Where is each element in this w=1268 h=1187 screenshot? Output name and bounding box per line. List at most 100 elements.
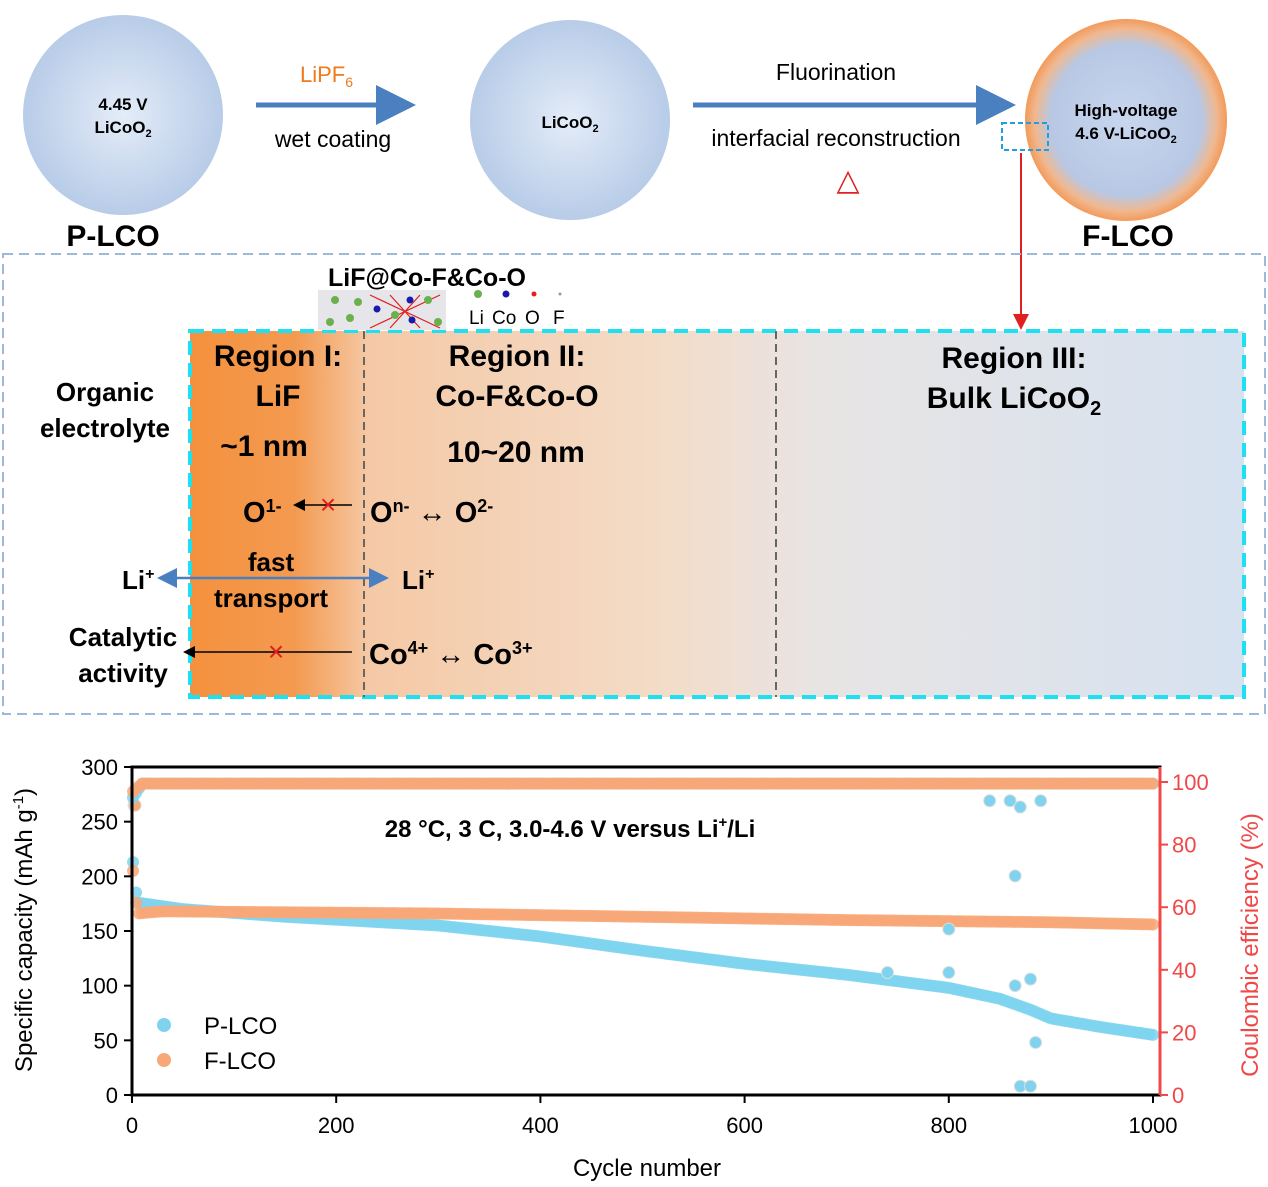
region2-name: Co-F&Co-O bbox=[435, 380, 598, 413]
li-right: Li+ bbox=[402, 565, 434, 595]
flco-label: F-LCO bbox=[1082, 220, 1174, 253]
outlier-point bbox=[1023, 972, 1037, 986]
structure-image bbox=[318, 290, 446, 330]
legend-label: F-LCO bbox=[204, 1048, 276, 1075]
atom-li-icon bbox=[474, 290, 482, 298]
transport-label: transport bbox=[214, 583, 328, 613]
region1-title: Region I: bbox=[214, 340, 342, 373]
particle-flco: High-voltage 4.6 V-LiCoO2 F-LCO bbox=[1001, 19, 1227, 330]
zoom-box bbox=[1001, 122, 1049, 151]
blocked-icon: × bbox=[320, 489, 336, 520]
x-tick-label: 800 bbox=[930, 1113, 967, 1138]
cobalt-right: Co4+ ↔ Co3+ bbox=[369, 638, 533, 671]
y-tick-label: 0 bbox=[106, 1083, 118, 1108]
arrow-fluorination: Fluorination interfacial reconstruction … bbox=[693, 59, 1016, 197]
legend-label: P-LCO bbox=[204, 1013, 277, 1040]
x-tick-label: 600 bbox=[726, 1113, 763, 1138]
reagent-label: LiPF6 bbox=[300, 62, 353, 90]
outlier-point bbox=[881, 966, 895, 980]
x-tick-label: 0 bbox=[126, 1113, 138, 1138]
y2-tick-label: 0 bbox=[1172, 1083, 1184, 1108]
y-tick-label: 250 bbox=[81, 810, 118, 835]
particle-formula: LiCoO2 bbox=[541, 113, 598, 135]
li-left: Li+ bbox=[122, 565, 154, 595]
detail-frame bbox=[2, 253, 1266, 715]
blocked-icon: × bbox=[268, 636, 284, 667]
outlier-point bbox=[1008, 979, 1022, 993]
x-axis-label: Cycle number bbox=[573, 1155, 721, 1182]
reconstruction-label: interfacial reconstruction bbox=[711, 125, 960, 151]
outlier-point bbox=[1029, 1036, 1043, 1050]
particle-formula: LiCoO2 bbox=[94, 118, 151, 140]
data-point bbox=[1147, 918, 1159, 931]
region3-name: Bulk LiCoO2 bbox=[927, 382, 1101, 420]
particle-voltage: 4.45 V bbox=[98, 95, 148, 114]
outlier-point bbox=[1023, 1079, 1037, 1093]
activity-label: activity bbox=[78, 658, 168, 688]
y-tick-label: 50 bbox=[94, 1028, 118, 1053]
catalytic-label: Catalytic bbox=[69, 622, 177, 652]
y-tick-label: 200 bbox=[81, 864, 118, 889]
y-axis-label: Specific capacity (mAh g-1) bbox=[10, 788, 38, 1072]
region2-thickness: 10~20 nm bbox=[447, 436, 585, 469]
y2-tick-label: 100 bbox=[1172, 770, 1209, 795]
atom-label: O bbox=[525, 308, 540, 329]
region3-title: Region III: bbox=[942, 342, 1087, 375]
y2-tick-label: 40 bbox=[1172, 958, 1196, 983]
plco-label: P-LCO bbox=[66, 220, 159, 253]
crystal-structure: LiF@Co-F&Co-O Li Co O F bbox=[318, 264, 565, 330]
y-tick-label: 150 bbox=[81, 919, 118, 944]
atom-label: F bbox=[553, 308, 565, 329]
atom-label: Co bbox=[492, 308, 516, 329]
outlier-point bbox=[942, 966, 956, 980]
oxygen-left: O1- bbox=[243, 496, 282, 529]
particle-label: High-voltage bbox=[1075, 101, 1178, 120]
data-point bbox=[1147, 1028, 1159, 1041]
electrolyte-label: Organic bbox=[56, 377, 154, 407]
particle-formula: 4.6 V-LiCoO2 bbox=[1075, 124, 1177, 146]
y-tick-label: 100 bbox=[81, 974, 118, 999]
outlier-point bbox=[1013, 800, 1027, 814]
cycling-chart: 0 200 400 600 800 1000 0 50 100 150 200 250 300 0 20 40… bbox=[10, 755, 1264, 1182]
outlier-point bbox=[1003, 794, 1017, 808]
fast-label: fast bbox=[248, 547, 295, 577]
region1-thickness: ~1 nm bbox=[220, 430, 308, 463]
cobalt-process: Catalytic activity × Co4+ ↔ Co3+ bbox=[69, 622, 533, 688]
y2-axis-label: Coulombic efficiency (%) bbox=[1237, 813, 1264, 1077]
condition-annotation: 28 °C, 3 C, 3.0-4.6 V versus Li+/Li bbox=[385, 814, 756, 843]
interface-frame bbox=[188, 329, 1246, 699]
particle-licoo2: LiCoO2 bbox=[470, 20, 670, 220]
y2-tick-label: 60 bbox=[1172, 895, 1196, 920]
outlier-point bbox=[942, 922, 956, 936]
region2-title: Region II: bbox=[449, 340, 586, 373]
region-labels: Organic electrolyte Region I: LiF ~1 nm … bbox=[40, 340, 1101, 469]
arrow-wet-coating: LiPF6 wet coating bbox=[256, 62, 416, 152]
structure-title: LiF@Co-F&Co-O bbox=[328, 264, 526, 292]
x-tick-label: 1000 bbox=[1129, 1113, 1178, 1138]
y-tick-label: 300 bbox=[81, 755, 118, 780]
outlier-point bbox=[1008, 869, 1022, 883]
particle-plco: 4.45 V LiCoO2 P-LCO bbox=[23, 15, 223, 253]
legend-marker-plco bbox=[157, 1018, 171, 1032]
x-tick-label: 400 bbox=[522, 1113, 559, 1138]
y2-tick-label: 20 bbox=[1172, 1020, 1196, 1045]
outlier-point bbox=[983, 794, 997, 808]
electrolyte-label: electrolyte bbox=[40, 413, 170, 443]
lithium-process: Li+ fast transport Li+ bbox=[122, 547, 434, 613]
atom-co-icon bbox=[502, 290, 510, 298]
y2-tick-label: 80 bbox=[1172, 833, 1196, 858]
interface-layers bbox=[190, 331, 1244, 697]
atom-label: Li bbox=[469, 308, 484, 329]
fluorination-label: Fluorination bbox=[776, 59, 896, 85]
legend: P-LCO F-LCO bbox=[157, 1013, 277, 1075]
atom-o-icon bbox=[531, 291, 537, 297]
region1-name: LiF bbox=[256, 380, 301, 413]
data-point bbox=[1147, 777, 1159, 790]
atom-f-icon bbox=[558, 292, 562, 296]
legend-marker-flco bbox=[157, 1053, 171, 1067]
axis-ticks: 0 200 400 600 800 1000 0 50 100 150 200 250 300 0 20 40… bbox=[81, 755, 1208, 1138]
x-tick-label: 200 bbox=[318, 1113, 355, 1138]
oxygen-process: O1- × On- ↔ O2- bbox=[243, 489, 493, 529]
outlier-point bbox=[1034, 794, 1048, 808]
